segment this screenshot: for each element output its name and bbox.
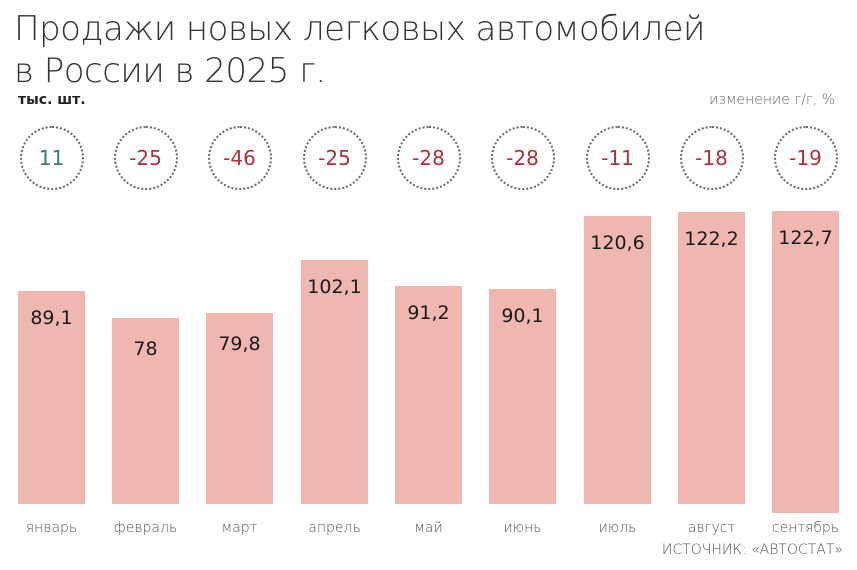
bar-value-label: 79,8 xyxy=(218,333,261,355)
title-line-2: в России в 2025 г. xyxy=(14,51,326,91)
bar-июнь: 90,1 xyxy=(489,289,556,504)
bar-март: 79,8 xyxy=(206,313,273,504)
yoy-change-badge: -25 xyxy=(302,126,367,190)
yoy-change-badge: -46 xyxy=(207,126,272,190)
bar-февраль: 78 xyxy=(112,318,179,504)
bar-апрель: 102,1 xyxy=(301,260,368,504)
month-label: май xyxy=(414,520,443,536)
yoy-change-badge: 11 xyxy=(19,126,84,190)
bar-июль: 120,6 xyxy=(584,216,651,504)
yoy-change-badge: -28 xyxy=(396,126,461,190)
bar-value-label: 122,2 xyxy=(684,228,739,250)
bar-январь: 89,1 xyxy=(18,291,85,504)
bar-value-label: 122,7 xyxy=(778,227,833,249)
month-label: июнь xyxy=(503,520,542,536)
unit-label: тыс. шт. xyxy=(18,92,86,108)
yoy-change-badge: -25 xyxy=(113,126,178,190)
bar-value-label: 102,1 xyxy=(307,276,362,298)
bar-value-label: 89,1 xyxy=(30,307,73,329)
month-label: январь xyxy=(25,520,78,536)
month-label: август xyxy=(687,520,736,536)
bar-value-label: 78 xyxy=(133,338,158,360)
yoy-change-badge: -11 xyxy=(585,126,650,190)
month-label: март xyxy=(221,520,258,536)
change-label: изменение г/г, % xyxy=(709,92,835,108)
bar-май: 91,2 xyxy=(395,286,462,504)
month-label: февраль xyxy=(113,520,178,536)
title-line-1: Продажи новых легковых автомобилей xyxy=(14,9,705,49)
yoy-change-badge: -18 xyxy=(679,126,744,190)
month-label: апрель xyxy=(308,520,361,536)
yoy-change-badge: -19 xyxy=(773,126,838,190)
bar-август: 122,2 xyxy=(678,212,745,504)
bar-value-label: 120,6 xyxy=(590,232,645,254)
chart-title: Продажи новых легковых автомобилей в Рос… xyxy=(14,8,705,92)
bar-value-label: 91,2 xyxy=(407,302,450,324)
bar-сентябрь: 122,7 xyxy=(772,211,839,513)
yoy-change-badge: -28 xyxy=(490,126,555,190)
bar-value-label: 90,1 xyxy=(501,305,544,327)
month-label: сентябрь xyxy=(771,520,840,536)
month-label: июль xyxy=(598,520,637,536)
source-label: ИСТОЧНИК: «АВТОСТАТ» xyxy=(661,542,843,558)
